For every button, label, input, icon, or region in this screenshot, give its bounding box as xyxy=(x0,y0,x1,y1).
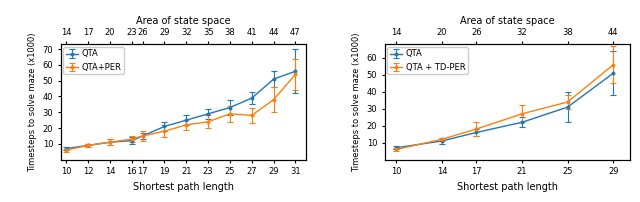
X-axis label: Area of state space: Area of state space xyxy=(460,16,555,26)
X-axis label: Shortest path length: Shortest path length xyxy=(133,182,234,192)
Legend: QTA, QTA + TD-PER: QTA, QTA + TD-PER xyxy=(387,47,468,74)
X-axis label: Shortest path length: Shortest path length xyxy=(457,182,558,192)
Y-axis label: Timesteps to solve maze (x1000): Timesteps to solve maze (x1000) xyxy=(352,32,361,172)
X-axis label: Area of state space: Area of state space xyxy=(136,16,231,26)
Y-axis label: Timesteps to solve maze (x1000): Timesteps to solve maze (x1000) xyxy=(28,32,37,172)
Legend: QTA, QTA+PER: QTA, QTA+PER xyxy=(63,47,124,74)
